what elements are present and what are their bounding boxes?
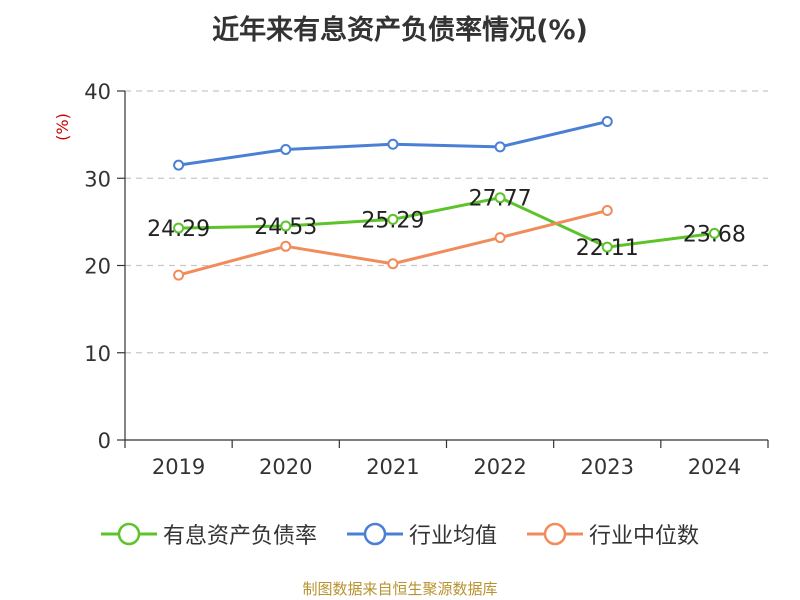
data-point (387, 138, 399, 150)
data-label: 23.68 (683, 222, 746, 247)
data-point (173, 269, 185, 281)
x-tick-label: 2021 (366, 455, 419, 479)
chart-title: 近年来有息资产负债率情况(%) (212, 15, 588, 46)
y-tick-label: 10 (84, 342, 111, 366)
y-tick-label: 0 (98, 429, 111, 453)
x-tick-label: 2020 (259, 455, 312, 479)
grid-lines (125, 90, 768, 354)
legend-item-2: 行业均值 (346, 518, 497, 550)
series-line-1 (178, 196, 715, 249)
legend-swatch (346, 522, 403, 546)
data-label: 22.11 (576, 236, 639, 261)
x-tick-label: 2019 (152, 455, 205, 479)
data-point (280, 143, 292, 155)
data-source-note: 制图数据来自恒生聚源数据库 (302, 580, 498, 598)
legend-item-1: 有息资产负债率 (100, 518, 317, 550)
data-point (387, 213, 399, 225)
data-point (173, 159, 185, 171)
legend-swatch (527, 522, 583, 546)
legend-swatch (100, 522, 157, 546)
data-point (494, 141, 506, 153)
data-labels: 24.29 24.53 25.29 27.77 22.11 23.68 (147, 187, 746, 261)
y-tick-label: 20 (84, 255, 111, 279)
data-point (601, 241, 613, 253)
axes: 0 10 20 30 40 2019 2020 2021 2022 2023 2024 (84, 80, 769, 479)
data-point (280, 240, 292, 252)
data-point (387, 258, 399, 270)
y-tick-label: 40 (84, 80, 111, 104)
data-point (494, 232, 506, 244)
x-tick-label: 2022 (473, 455, 526, 479)
data-point (280, 220, 292, 232)
data-point (601, 116, 613, 128)
data-label: 25.29 (361, 208, 424, 233)
y-axis-label: (%) (53, 113, 72, 141)
data-label: 24.53 (254, 215, 317, 240)
legend-label: 行业均值 (408, 524, 497, 549)
series-lines (173, 116, 720, 281)
legend-label: 有息资产负债率 (162, 524, 317, 549)
data-label: 27.77 (469, 187, 532, 212)
data-point (708, 227, 720, 239)
data-point (601, 205, 613, 217)
data-point (494, 192, 506, 204)
legend: 有息资产负债率 行业均值 行业中位数 (0, 518, 800, 550)
legend-label: 行业中位数 (589, 524, 700, 549)
data-point (173, 222, 185, 234)
y-tick-label: 30 (84, 167, 111, 191)
x-tick-label: 2023 (581, 455, 634, 479)
x-tick-label: 2024 (688, 455, 741, 479)
legend-item-3: 行业中位数 (527, 518, 699, 550)
data-label: 24.29 (147, 217, 210, 242)
